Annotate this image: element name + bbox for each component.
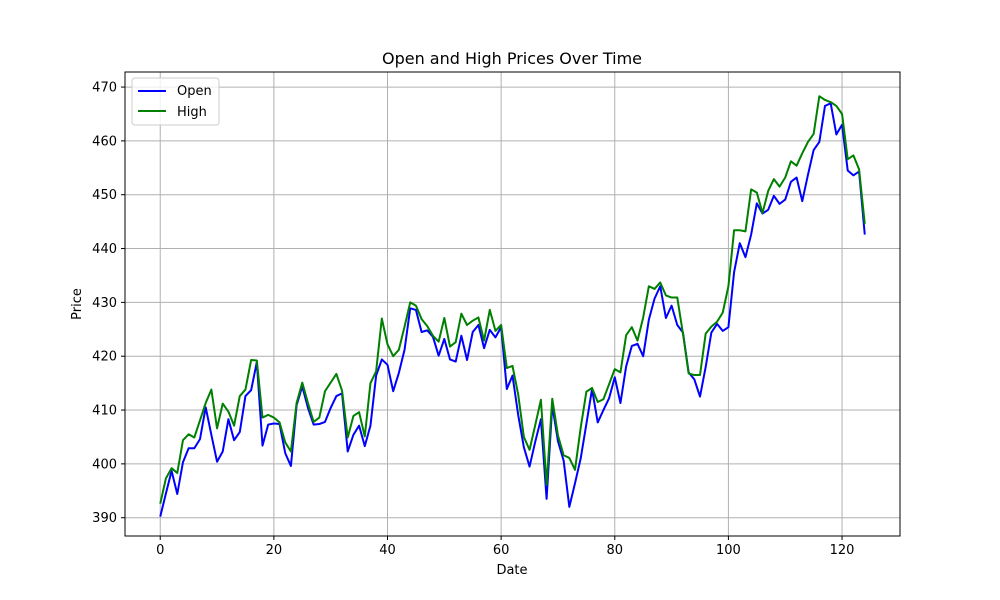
y-tick-label: 420	[92, 350, 117, 365]
legend-label-high: High	[177, 105, 207, 120]
y-tick-label: 440	[92, 242, 117, 257]
x-tick-label: 40	[379, 543, 396, 558]
x-tick-label: 60	[493, 543, 510, 558]
series-line-high	[159, 95, 866, 504]
y-tick-label: 390	[92, 511, 117, 526]
series-layer	[159, 95, 866, 517]
legend: Open High	[131, 77, 220, 126]
plot-frame	[124, 71, 901, 537]
y-tick-label: 430	[92, 296, 117, 311]
chart-title: Open and High Prices Over Time	[382, 49, 642, 68]
legend-box	[131, 77, 220, 126]
x-tick-label: 120	[830, 543, 855, 558]
y-tick-label: 470	[92, 81, 117, 96]
x-tick-label: 0	[156, 543, 164, 558]
y-tick-label: 450	[92, 188, 117, 203]
x-axis-label: Date	[496, 563, 527, 578]
y-axis-label: Price	[70, 288, 85, 320]
grid	[125, 72, 900, 536]
y-tick-label: 400	[92, 457, 117, 472]
x-tick-label: 80	[606, 543, 623, 558]
y-tick-label: 460	[92, 134, 117, 149]
x-tick-label: 20	[266, 543, 283, 558]
ticks: 0 20 40 60 80 100 120 390 400 410 420 430 440 450 460 4…	[92, 81, 854, 558]
series-line-open	[159, 102, 866, 517]
x-tick-label: 100	[716, 543, 741, 558]
legend-label-open: Open	[177, 84, 212, 99]
y-tick-label: 410	[92, 404, 117, 419]
